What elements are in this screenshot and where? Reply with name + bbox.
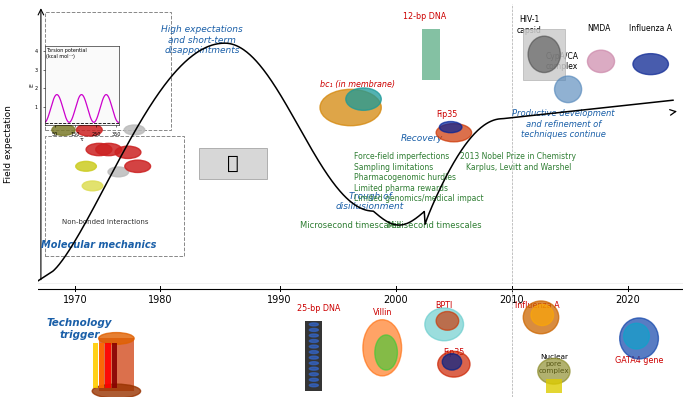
Ellipse shape	[363, 320, 401, 376]
Text: 1970: 1970	[63, 295, 88, 305]
Ellipse shape	[310, 373, 319, 376]
Text: Nuclear
pore
complex: Nuclear pore complex	[538, 354, 569, 374]
Bar	[99, 338, 134, 391]
Ellipse shape	[375, 335, 397, 370]
Text: Microsecond timescales: Microsecond timescales	[300, 221, 401, 229]
Bar	[99, 343, 104, 387]
FancyBboxPatch shape	[523, 29, 565, 79]
Ellipse shape	[65, 110, 88, 121]
Text: 2010: 2010	[499, 295, 524, 305]
Bar	[92, 343, 98, 387]
Text: GATA4 gene: GATA4 gene	[615, 356, 663, 365]
Text: Non-bonded interactions: Non-bonded interactions	[62, 219, 149, 225]
Ellipse shape	[439, 121, 462, 133]
Text: BPTI: BPTI	[436, 301, 453, 310]
Text: 💻: 💻	[227, 154, 238, 173]
Text: Fip35: Fip35	[443, 348, 464, 357]
Ellipse shape	[310, 334, 319, 337]
Ellipse shape	[346, 88, 382, 110]
Text: Technology
trigger: Technology trigger	[47, 318, 112, 340]
FancyBboxPatch shape	[199, 148, 266, 179]
Ellipse shape	[620, 318, 658, 359]
Ellipse shape	[538, 358, 570, 384]
Ellipse shape	[310, 351, 319, 354]
Text: 12-bp DNA: 12-bp DNA	[403, 12, 447, 21]
Text: Villin: Villin	[373, 308, 393, 317]
Text: NMDA: NMDA	[587, 23, 611, 33]
Text: 1980: 1980	[148, 295, 173, 305]
Ellipse shape	[52, 124, 75, 135]
Ellipse shape	[588, 50, 614, 73]
Ellipse shape	[436, 123, 471, 142]
Text: Influenza A: Influenza A	[630, 23, 672, 33]
Text: Torsion potential
(kcal mol⁻¹): Torsion potential (kcal mol⁻¹)	[46, 48, 87, 59]
Text: Fip35: Fip35	[437, 110, 458, 119]
Ellipse shape	[82, 181, 103, 191]
Text: 2020: 2020	[616, 295, 640, 305]
Text: Millisecond timescales: Millisecond timescales	[387, 221, 482, 229]
Ellipse shape	[92, 384, 140, 397]
Bar	[546, 380, 562, 393]
Ellipse shape	[310, 323, 319, 326]
Ellipse shape	[99, 333, 134, 344]
Text: 2013 Nobel Prize in Chemistry
Karplus, Levitt and Warshel: 2013 Nobel Prize in Chemistry Karplus, L…	[460, 152, 576, 172]
Ellipse shape	[436, 312, 459, 330]
Text: High expectations
and short-term
disappointments: High expectations and short-term disappo…	[162, 25, 243, 55]
Ellipse shape	[76, 161, 97, 171]
Ellipse shape	[633, 54, 669, 75]
Ellipse shape	[310, 328, 319, 331]
Ellipse shape	[86, 143, 112, 156]
Text: Molecular mechanics: Molecular mechanics	[41, 240, 157, 250]
Text: Influenza A: Influenza A	[515, 301, 560, 310]
Bar	[112, 343, 117, 387]
Ellipse shape	[310, 345, 319, 348]
Ellipse shape	[310, 367, 319, 370]
Ellipse shape	[310, 339, 319, 343]
Bar	[306, 321, 321, 391]
Y-axis label: E: E	[29, 83, 34, 87]
Text: 25-bp DNA: 25-bp DNA	[297, 304, 340, 314]
Text: Trough of
disillusionment: Trough of disillusionment	[336, 192, 404, 211]
Ellipse shape	[55, 88, 78, 99]
Ellipse shape	[124, 125, 145, 135]
Ellipse shape	[310, 356, 319, 359]
Text: Productive development
and refinement of
techniques continue: Productive development and refinement of…	[512, 110, 615, 139]
Text: CypA/CA
complex: CypA/CA complex	[545, 52, 578, 71]
Bar	[105, 343, 110, 387]
Ellipse shape	[523, 301, 559, 334]
Ellipse shape	[531, 304, 553, 326]
Text: HIV-1
capsid: HIV-1 capsid	[517, 15, 542, 35]
Ellipse shape	[96, 143, 121, 156]
Text: 1990: 1990	[267, 295, 292, 305]
Ellipse shape	[443, 354, 462, 370]
Ellipse shape	[125, 160, 151, 172]
Ellipse shape	[623, 323, 649, 349]
Text: Field expectation: Field expectation	[4, 105, 13, 183]
Text: Force-field imperfections
Sampling limitations
Pharmacogenomic hurdles
Limited p: Force-field imperfections Sampling limit…	[354, 152, 484, 203]
Ellipse shape	[320, 89, 382, 126]
Ellipse shape	[115, 146, 141, 158]
X-axis label: τ: τ	[79, 137, 84, 142]
Ellipse shape	[310, 378, 319, 381]
FancyBboxPatch shape	[421, 29, 440, 79]
Ellipse shape	[555, 76, 582, 103]
Ellipse shape	[425, 308, 464, 341]
Ellipse shape	[310, 384, 319, 387]
Text: Recovery: Recovery	[401, 134, 443, 143]
Text: bc₁ (in membrane): bc₁ (in membrane)	[320, 79, 395, 89]
Ellipse shape	[528, 36, 560, 73]
Text: 2000: 2000	[384, 295, 408, 305]
Ellipse shape	[77, 124, 102, 136]
Ellipse shape	[438, 351, 470, 377]
Ellipse shape	[310, 362, 319, 364]
Ellipse shape	[108, 167, 129, 177]
